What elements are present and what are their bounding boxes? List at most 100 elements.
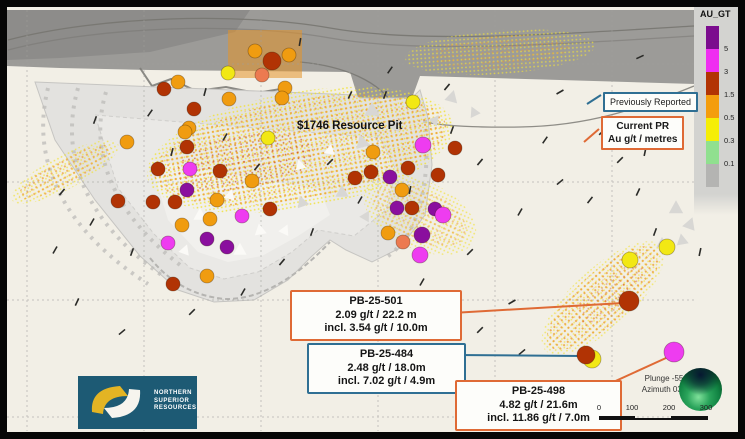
included-intercept: incl. 11.86 g/t / 7.0m [487, 412, 590, 424]
drill-hole [160, 235, 176, 251]
legend-swatch: 5 [706, 26, 728, 53]
logo-line3: RESOURCES [154, 405, 197, 411]
mesh-triangle [386, 118, 399, 133]
structure-tick [347, 91, 353, 99]
structure-tick [419, 278, 425, 286]
structure-tick [476, 326, 484, 334]
drill-hole [165, 276, 181, 292]
scale-tick-0: 0 [596, 403, 602, 412]
mesh-triangle [359, 210, 369, 223]
structure-tick [518, 348, 526, 356]
intercept: 2.48 g/t / 18.0m [347, 361, 426, 374]
hole-id: PB-25-498 [511, 385, 566, 397]
resource-pit-label: $1746 Resource Pit [297, 120, 403, 132]
drill-hole [110, 193, 126, 209]
structure-tick [170, 147, 174, 157]
mesh-triangle [444, 90, 458, 104]
legend-swatch: 1.5 [706, 72, 734, 99]
drill-hole [658, 238, 676, 256]
drill-hole [244, 173, 260, 189]
structure-tick [466, 248, 474, 256]
mesh-triangle [676, 233, 689, 246]
logo-line1: NORTHERN [154, 390, 192, 396]
legend-class-label: 0.3 [724, 136, 735, 145]
structure-tick [326, 158, 334, 166]
structure-tick [92, 115, 98, 125]
drill-hole [199, 268, 215, 284]
drill-hole [382, 169, 398, 185]
mesh-triangle [223, 189, 235, 201]
drill-hole [347, 170, 363, 186]
callout-pb-25-484: PB-25-484 2.48 g/t / 18.0m incl. 7.02 g/… [307, 343, 466, 394]
structure-tick [118, 328, 126, 336]
drill-hole [156, 81, 172, 97]
mesh-triangle [193, 207, 207, 220]
drill-hole [663, 341, 685, 363]
drill-hole [119, 134, 135, 150]
intercept: 4.82 g/t / 21.6m [499, 398, 578, 411]
drill-hole [220, 65, 236, 81]
mesh-triangle [254, 223, 267, 236]
structure-tick [309, 227, 315, 237]
legend-swatch [706, 164, 719, 187]
structure-tick [382, 90, 388, 100]
legend-class-label: 0.5 [724, 113, 735, 122]
drill-hole [365, 144, 381, 160]
mesh-triangle [233, 242, 247, 255]
leader-pb-25-498 [608, 357, 667, 385]
drill-hole [434, 206, 452, 224]
scale-segment-1 [599, 416, 635, 420]
drill-hole [400, 160, 416, 176]
mesh-triangle [428, 115, 439, 127]
legend-swatch: 0.1 [706, 141, 734, 168]
structure-tick [476, 158, 484, 166]
drill-hole [247, 43, 263, 59]
company-logo: NORTHERN SUPERIOR RESOURCES [78, 376, 197, 429]
logo-line2: SUPERIOR [154, 397, 190, 404]
mesh-triangle [323, 144, 335, 155]
legend-class-label: 0.1 [724, 159, 735, 168]
drill-hole [145, 194, 161, 210]
drill-hole [260, 130, 276, 146]
drill-hole [395, 234, 411, 250]
key-current-line2: Au g/t / metres [608, 134, 678, 145]
key-dash-current [583, 128, 600, 143]
legend-title: AU_GT [700, 9, 731, 19]
drill-hole [186, 101, 202, 117]
structure-tick [253, 163, 261, 171]
legend-class-label: 1.5 [724, 90, 735, 99]
mesh-triangle [278, 224, 289, 236]
mesh-triangle [470, 106, 481, 118]
callout-pb-25-498: PB-25-498 4.82 g/t / 21.6m incl. 11.86 g… [455, 380, 622, 431]
drill-hole [150, 161, 166, 177]
drill-hole [234, 208, 250, 224]
drill-hole [274, 90, 290, 106]
structure-tick [147, 109, 153, 117]
drill-hole [182, 161, 198, 177]
structure-tick [636, 54, 644, 60]
structure-tick [387, 66, 393, 74]
drill-hole [389, 200, 405, 216]
drill-hole [174, 217, 190, 233]
mesh-triangle [668, 200, 684, 214]
structure-tick [508, 299, 516, 305]
drill-hole [414, 136, 432, 154]
structure-tick [542, 136, 548, 144]
mesh-triangle [335, 184, 349, 197]
callout-pb-25-501: PB-25-501 2.09 g/t / 22.2 m incl. 3.54 g… [290, 290, 462, 341]
mesh-triangle [682, 217, 695, 231]
drill-hole [363, 164, 379, 180]
drill-hole [219, 239, 235, 255]
legend-class-label: 3 [724, 67, 729, 76]
structure-tick [222, 133, 228, 141]
key-current-line1: Current PR [616, 121, 670, 132]
key-current-pr: Current PR Au g/t / metres [601, 116, 685, 150]
drill-hole [411, 246, 429, 264]
structure-tick [58, 188, 66, 196]
intercept: 2.09 g/t / 22.2 m [335, 308, 417, 321]
hole-id: PB-25-484 [359, 348, 414, 360]
scale-tick-100: 100 [625, 403, 639, 412]
structure-tick [188, 308, 196, 316]
drill-hole [618, 290, 640, 312]
drill-hole [576, 345, 596, 365]
